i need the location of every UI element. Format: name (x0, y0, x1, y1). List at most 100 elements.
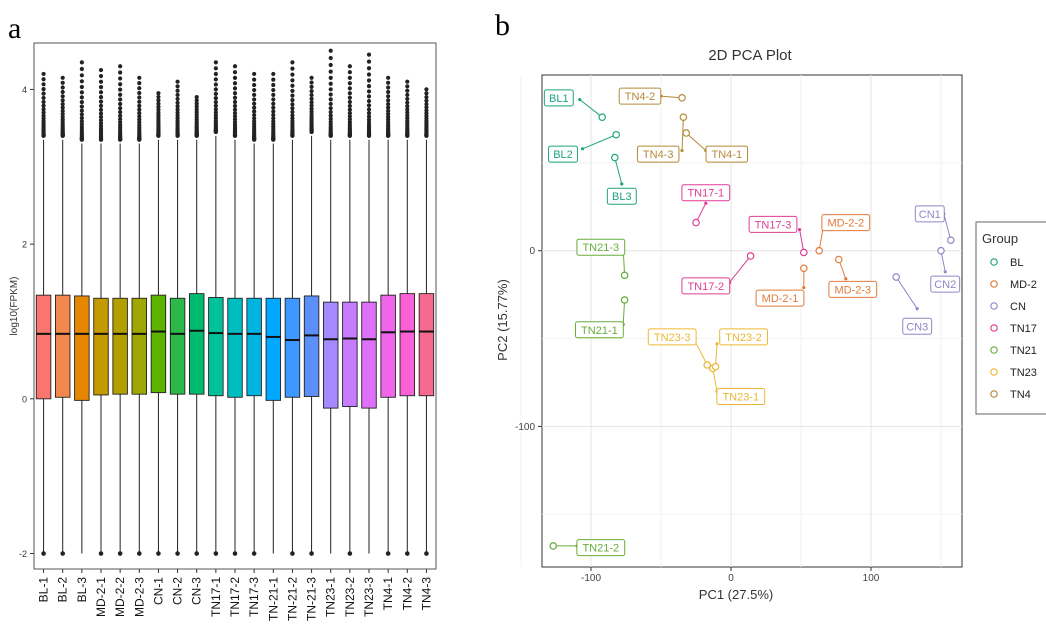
box-outlier-point (366, 111, 372, 116)
box-outlier-point (366, 98, 372, 104)
box-outlier-point (60, 102, 65, 107)
box-outlier-point (41, 99, 46, 105)
box-outlier-point (79, 104, 84, 109)
box-outlier-point (232, 95, 238, 100)
box-outlier-point (385, 551, 391, 556)
box-outlier-point (98, 551, 104, 556)
box-outlier-point (328, 48, 333, 53)
box-outlier-point (118, 113, 123, 118)
box-iqr (112, 297, 128, 395)
pca-point-md-2-2 (815, 246, 824, 255)
box-outlier-point (424, 87, 429, 92)
box-outlier-point (251, 551, 257, 556)
box-outlier-point (424, 98, 429, 103)
box-outlier-point (386, 114, 391, 120)
box-outlier-point (98, 73, 104, 79)
box-outlier-point (213, 113, 218, 118)
box-outlier-point (118, 64, 123, 69)
pca-label-anchor-dot (680, 148, 684, 153)
pca-label-box (576, 539, 626, 557)
box-outlier-point (118, 76, 123, 81)
box-outlier-point (232, 107, 238, 112)
pca-label-tn23-2: TN23-2 (715, 328, 769, 367)
pca-label-anchor-dot (798, 228, 802, 232)
pca-point-tn21-3 (620, 271, 629, 280)
pca-label-text: TN23-3 (654, 332, 691, 344)
legend-label: TN23 (1010, 367, 1037, 379)
boxplot-x-tick-label: TN17-3 (247, 577, 261, 617)
box-outlier-point (98, 107, 104, 112)
box-outlier-point (60, 551, 66, 556)
boxplot-y-tick-label: 4 (22, 85, 27, 95)
box-outlier-point (232, 114, 238, 119)
box-outlier-point (252, 97, 257, 102)
box-outlier-point (347, 114, 352, 119)
box-outlier-point (290, 98, 295, 103)
boxplot-x-tick-label: TN-21-3 (305, 577, 319, 621)
boxplot-x-tick-label: BL-2 (56, 577, 70, 603)
box-tn-21-3 (303, 75, 320, 556)
box-md-2-2 (112, 64, 128, 556)
pca-label-connector (614, 157, 623, 185)
box-iqr (35, 294, 52, 400)
pca-label-text: TN17-1 (687, 188, 724, 200)
pca-point-md-2-1 (799, 264, 808, 273)
box-outlier-point (290, 106, 295, 111)
pca-label-bl1: BL1 (543, 89, 603, 118)
box-outlier-point (328, 81, 333, 86)
legend-item-tn21: TN21 (990, 345, 1037, 357)
box-outlier-point (309, 92, 314, 98)
box-outlier-point (118, 70, 123, 75)
pca-label-text: BL3 (612, 191, 632, 203)
box-outlier-point (118, 106, 123, 111)
box-outlier-point (232, 70, 238, 75)
pca-label-text: CN2 (934, 279, 956, 291)
legend-item-bl: BL (990, 257, 1023, 269)
box-outlier-point (252, 109, 257, 114)
boxplot-x-tick-label: CN-2 (171, 577, 185, 605)
legend-item-md-2: MD-2 (990, 279, 1037, 291)
box-outlier-point (232, 75, 238, 80)
box-outlier-point (194, 95, 199, 100)
box-outlier-point (328, 101, 333, 107)
box-outlier-point (137, 75, 142, 80)
pca-label-box (755, 289, 805, 307)
pca-point-cn1 (946, 236, 955, 244)
box-outlier-point (175, 92, 180, 98)
box-tn4-2 (399, 79, 416, 556)
box-outlier-point (137, 107, 142, 112)
box-outlier-point (232, 81, 238, 86)
box-outlier-point (309, 80, 314, 85)
box-outlier-point (79, 90, 84, 95)
box-outlier-point (405, 92, 410, 98)
box-iqr (322, 301, 339, 409)
box-outlier-point (213, 103, 218, 108)
box-outlier-point (290, 66, 295, 71)
box-outlier-point (252, 92, 257, 97)
pca-label-text: MD-2-1 (762, 293, 799, 305)
box-outlier-point (309, 106, 314, 111)
box-outlier-point (386, 94, 391, 99)
pca-label-tn21-2: TN21-2 (553, 539, 626, 557)
box-outlier-point (98, 121, 104, 126)
pca-legend: Group BL MD-2 CN TN17 TN21 TN23 TN4 (975, 221, 1046, 415)
box-outlier-point (41, 77, 46, 82)
box-iqr (74, 295, 90, 401)
boxplot-x-tick-label: TN4-1 (381, 577, 395, 611)
box-outlier-point (366, 117, 372, 122)
pca-label-text: BL1 (549, 93, 569, 105)
box-outlier-point (41, 91, 46, 96)
boxplot-y-tick-label: 2 (22, 240, 27, 250)
pca-label-text: TN21-3 (582, 242, 619, 254)
box-outlier-point (118, 97, 123, 102)
box-iqr (265, 297, 282, 401)
box-outlier-point (347, 95, 352, 100)
box-outlier-point (232, 91, 238, 96)
box-outlier-point (213, 551, 219, 556)
box-outlier-point (271, 116, 276, 121)
box-outlier-point (386, 111, 391, 117)
boxplot-x-tick-label: CN-1 (151, 577, 165, 605)
box-outlier-point (309, 551, 314, 556)
pca-label-box (748, 215, 798, 233)
box-outlier-point (252, 116, 257, 121)
